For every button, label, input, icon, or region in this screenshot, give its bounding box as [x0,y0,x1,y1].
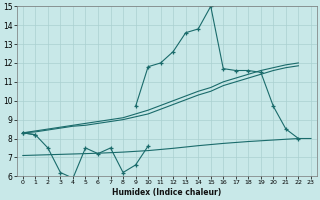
X-axis label: Humidex (Indice chaleur): Humidex (Indice chaleur) [112,188,221,197]
